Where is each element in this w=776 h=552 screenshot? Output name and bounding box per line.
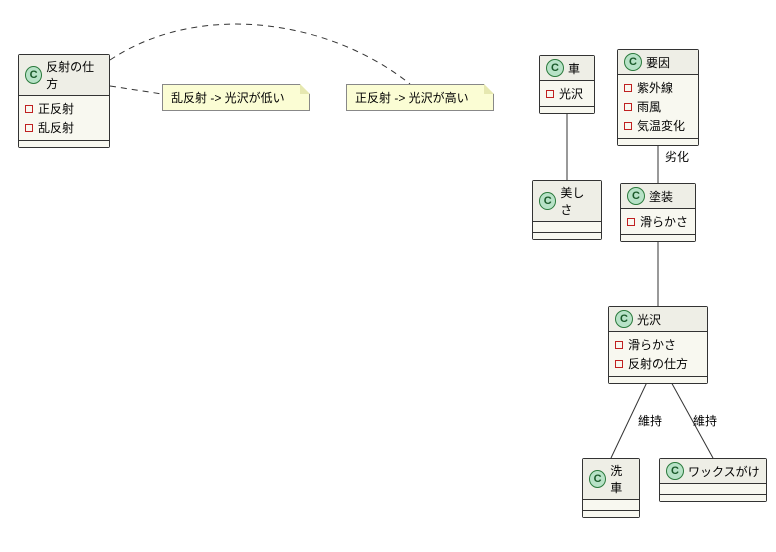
class-attrs: 滑らかさ反射の仕方 [609, 332, 707, 376]
class-title: 車 [568, 60, 580, 77]
attr-visibility-icon [624, 103, 632, 111]
class-attrs [533, 222, 601, 232]
class-methods-empty [609, 376, 707, 383]
class-title: ワックスがけ [688, 463, 760, 480]
note-note2: 正反射 -> 光沢が高い [346, 84, 494, 111]
class-methods-empty [540, 106, 594, 113]
attr-visibility-icon [627, 218, 635, 226]
class-beauty: C美しさ [532, 180, 602, 240]
class-header: C美しさ [533, 181, 601, 222]
class-title: 美しさ [560, 184, 595, 218]
attr-visibility-icon [25, 105, 33, 113]
class-attrs: 光沢 [540, 81, 594, 106]
class-type-icon: C [615, 310, 633, 328]
class-type-icon: C [546, 59, 564, 77]
attr-label: 乱反射 [38, 119, 74, 136]
note-text: 乱反射 -> 光沢が低い [171, 91, 285, 105]
attr-label: 滑らかさ [628, 336, 676, 353]
class-paint: C塗装滑らかさ [620, 183, 696, 242]
edge-reflection-note2 [110, 24, 410, 84]
class-attr: 滑らかさ [615, 335, 701, 354]
attr-label: 反射の仕方 [628, 355, 688, 372]
class-title: 塗装 [649, 188, 673, 205]
class-methods-empty [618, 138, 698, 145]
attr-visibility-icon [615, 341, 623, 349]
class-attr: 正反射 [25, 99, 103, 118]
class-header: C光沢 [609, 307, 707, 332]
class-title: 洗車 [610, 462, 633, 496]
edge-label: 維持 [638, 412, 662, 429]
class-attrs: 正反射乱反射 [19, 96, 109, 140]
class-attr: 光沢 [546, 84, 588, 103]
class-attrs [660, 484, 766, 494]
attr-visibility-icon [25, 124, 33, 132]
class-attr: 滑らかさ [627, 212, 689, 231]
attr-label: 正反射 [38, 100, 74, 117]
class-methods-empty [583, 510, 639, 517]
class-header: C車 [540, 56, 594, 81]
class-attrs: 紫外線雨風気温変化 [618, 75, 698, 138]
class-header: C洗車 [583, 459, 639, 500]
class-attrs [583, 500, 639, 510]
class-factor: C要因紫外線雨風気温変化 [617, 49, 699, 146]
attr-visibility-icon [624, 84, 632, 92]
class-title: 光沢 [637, 311, 661, 328]
class-type-icon: C [624, 53, 642, 71]
class-type-icon: C [627, 187, 645, 205]
attr-label: 滑らかさ [640, 213, 688, 230]
class-header: C塗装 [621, 184, 695, 209]
class-type-icon: C [589, 470, 606, 488]
class-header: C反射の仕方 [19, 55, 109, 96]
attr-visibility-icon [546, 90, 554, 98]
class-attr: 雨風 [624, 97, 692, 116]
attr-label: 紫外線 [637, 79, 673, 96]
class-methods-empty [621, 234, 695, 241]
note-text: 正反射 -> 光沢が高い [355, 91, 469, 105]
class-reflection: C反射の仕方正反射乱反射 [18, 54, 110, 148]
class-methods-empty [660, 494, 766, 501]
class-title: 反射の仕方 [46, 58, 103, 92]
attr-visibility-icon [615, 360, 623, 368]
class-attr: 反射の仕方 [615, 354, 701, 373]
edge-label: 劣化 [665, 148, 689, 165]
class-methods-empty [533, 232, 601, 239]
class-attr: 気温変化 [624, 116, 692, 135]
attr-label: 光沢 [559, 85, 583, 102]
class-car: C車光沢 [539, 55, 595, 114]
class-type-icon: C [25, 66, 42, 84]
class-attrs: 滑らかさ [621, 209, 695, 234]
attr-visibility-icon [624, 122, 632, 130]
class-attr: 乱反射 [25, 118, 103, 137]
attr-label: 雨風 [637, 98, 661, 115]
class-attr: 紫外線 [624, 78, 692, 97]
attr-label: 気温変化 [637, 117, 685, 134]
class-header: Cワックスがけ [660, 459, 766, 484]
edge-reflection-note1 [110, 86, 162, 94]
class-type-icon: C [666, 462, 684, 480]
edge-label: 維持 [693, 412, 717, 429]
class-gloss: C光沢滑らかさ反射の仕方 [608, 306, 708, 384]
class-type-icon: C [539, 192, 556, 210]
note-note1: 乱反射 -> 光沢が低い [162, 84, 310, 111]
class-wash: C洗車 [582, 458, 640, 518]
class-methods-empty [19, 140, 109, 147]
class-wax: Cワックスがけ [659, 458, 767, 502]
class-header: C要因 [618, 50, 698, 75]
class-title: 要因 [646, 54, 670, 71]
